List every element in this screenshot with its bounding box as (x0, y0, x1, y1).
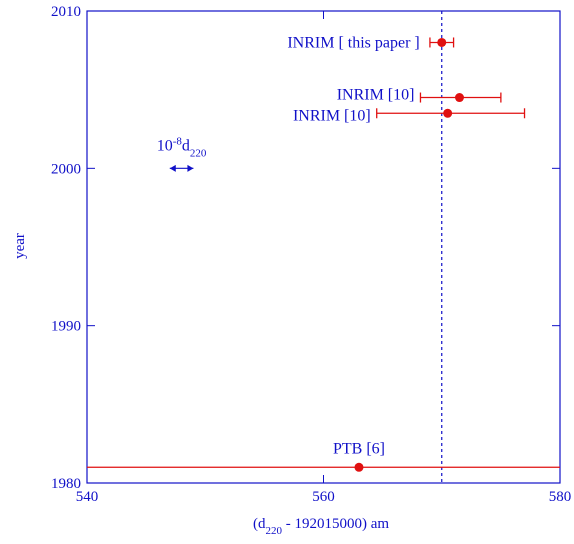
tick-layer: 540 560 580 1980 1990 2000 2010 (51, 4, 571, 505)
y-tick-label: 2000 (51, 161, 81, 177)
data-point-group: PTB [6] (87, 440, 560, 472)
y-tick-label: 1990 (51, 319, 81, 335)
x-tick-label: 560 (312, 489, 335, 505)
y-tick-label: 1980 (51, 476, 81, 492)
x-tick-label: 580 (549, 489, 572, 505)
data-point (437, 37, 447, 47)
data-point-group: INRIM [ this paper ] (287, 34, 455, 51)
x-axis-label-sub: 220 (265, 525, 282, 537)
x-tick-label: 540 (76, 489, 99, 505)
y-axis-label: year (12, 233, 28, 259)
data-point-label: INRIM [10] (293, 107, 371, 124)
data-point (354, 462, 364, 472)
data-point (443, 108, 453, 118)
scale-annotation-sub: 220 (190, 147, 207, 159)
x-axis-label-main: (d (253, 516, 266, 532)
scale-annotation-main: d (182, 137, 190, 154)
scale-annotation-exp: -8 (173, 135, 183, 147)
scale-annotation-label: 10-8d220 (157, 135, 207, 159)
plot-frame (86, 10, 561, 484)
data-point-label: PTB [6] (333, 440, 385, 457)
data-point-group: INRIM [10] (337, 87, 502, 104)
data-point-label: INRIM [ this paper ] (287, 34, 419, 51)
data-point (454, 93, 464, 103)
data-point-label: INRIM [10] (337, 87, 415, 104)
data-layer: INRIM [ this paper ] INRIM [10] INRIM [10]… (87, 34, 560, 472)
data-point-group: INRIM [10] (293, 107, 526, 124)
x-axis-label-rest: - 192015000) am (282, 516, 389, 532)
scale-annotation-prefix: 10 (157, 137, 173, 154)
scale-arrow-head-right (187, 164, 194, 172)
scale-annotation: 10-8d220 (157, 135, 207, 172)
scale-arrow-head-left (169, 164, 176, 172)
x-axis-label: (d220 - 192015000) am (253, 516, 389, 537)
y-tick-label: 2010 (51, 4, 81, 20)
